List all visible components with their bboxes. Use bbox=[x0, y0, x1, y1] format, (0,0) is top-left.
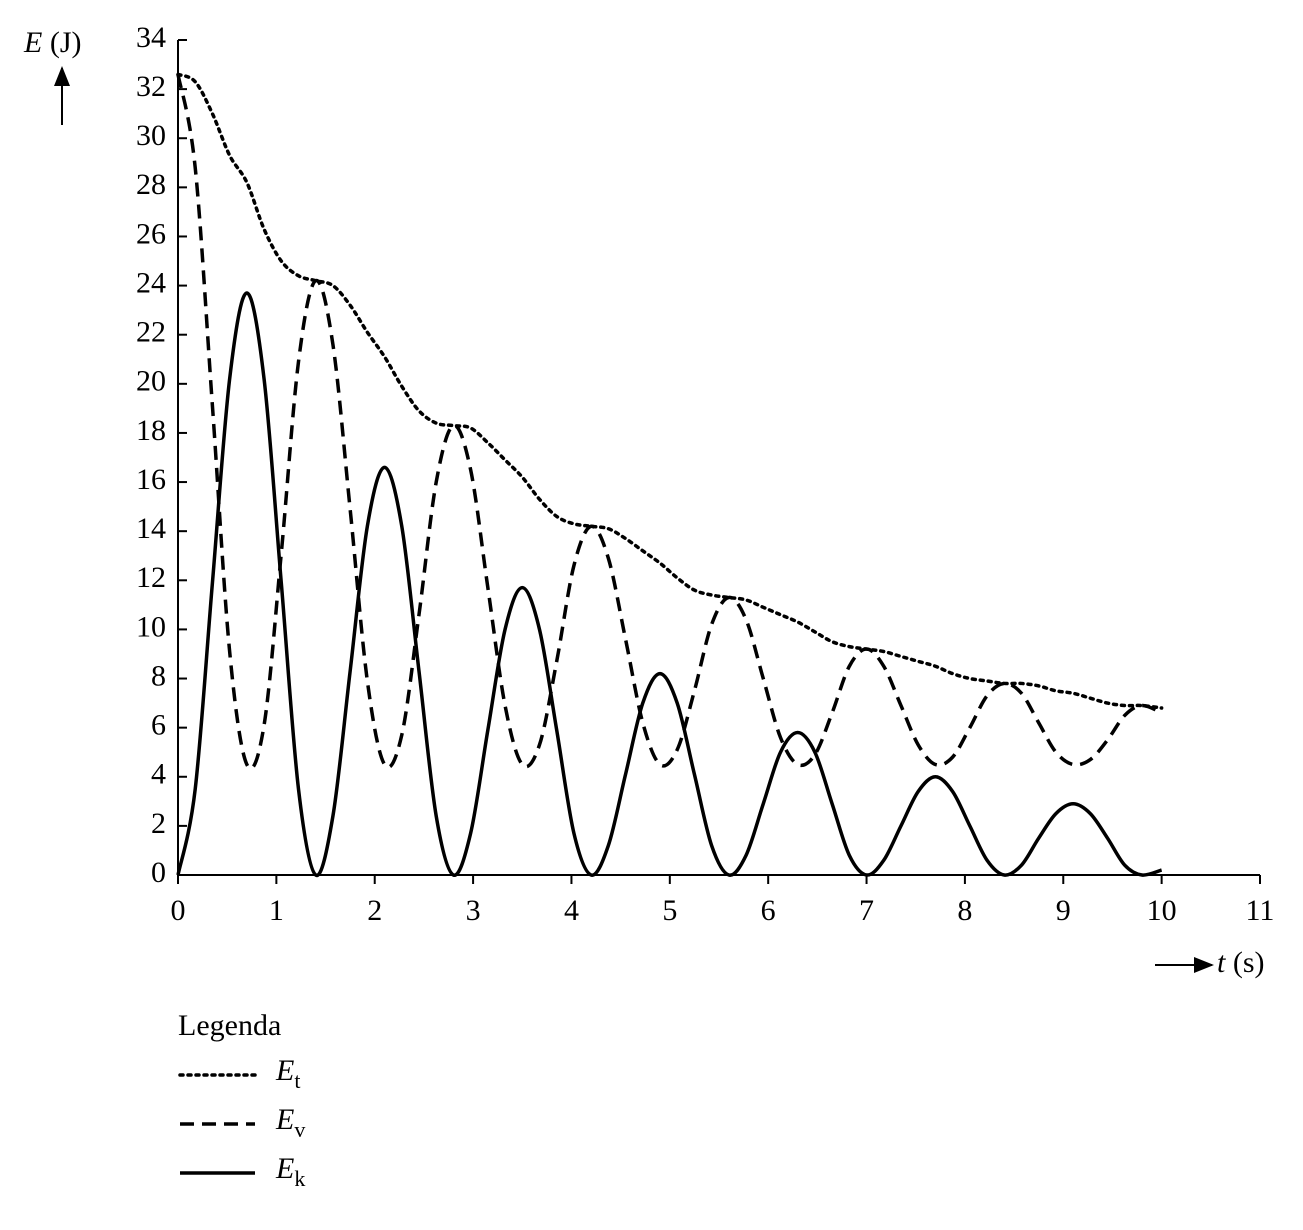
x-tick-label: 1 bbox=[269, 894, 284, 927]
y-tick-label: 32 bbox=[136, 70, 166, 103]
legend-label: Ev bbox=[275, 1103, 305, 1142]
y-tick-label: 28 bbox=[136, 168, 166, 201]
y-tick-label: 2 bbox=[151, 807, 166, 840]
y-tick-label: 14 bbox=[136, 512, 166, 545]
y-tick-label: 0 bbox=[151, 856, 166, 889]
x-tick-label: 4 bbox=[564, 894, 579, 927]
series-line bbox=[176, 74, 1163, 771]
y-tick-label: 22 bbox=[136, 316, 166, 349]
x-tick-label: 2 bbox=[367, 894, 382, 927]
y-tick-label: 10 bbox=[136, 610, 166, 643]
x-axis-label: t (s) bbox=[1217, 946, 1265, 979]
x-tick-label: 7 bbox=[859, 894, 874, 927]
y-tick-label: 8 bbox=[151, 659, 166, 692]
x-tick-label: 3 bbox=[466, 894, 481, 927]
legend-label: Ek bbox=[275, 1152, 305, 1191]
y-tick-label: 26 bbox=[136, 217, 166, 250]
legend-title: Legenda bbox=[178, 1009, 281, 1042]
y-tick-label: 30 bbox=[136, 119, 166, 152]
y-tick-label: 6 bbox=[151, 709, 166, 742]
x-tick-label: 9 bbox=[1056, 894, 1071, 927]
x-tick-label: 11 bbox=[1246, 894, 1275, 927]
x-tick-label: 8 bbox=[957, 894, 972, 927]
x-tick-label: 6 bbox=[761, 894, 776, 927]
x-tick-label: 5 bbox=[662, 894, 677, 927]
y-tick-label: 4 bbox=[151, 758, 166, 791]
y-tick-label: 16 bbox=[136, 463, 166, 496]
x-tick-label: 0 bbox=[171, 894, 186, 927]
series-line bbox=[176, 72, 1164, 710]
series-line bbox=[176, 291, 1163, 878]
y-tick-label: 18 bbox=[136, 414, 166, 447]
y-axis-label: E (J) bbox=[23, 26, 81, 59]
legend-label: Et bbox=[275, 1054, 300, 1093]
y-tick-label: 34 bbox=[136, 21, 166, 54]
y-tick-label: 12 bbox=[136, 561, 166, 594]
y-tick-label: 24 bbox=[136, 266, 166, 299]
x-tick-label: 10 bbox=[1147, 894, 1177, 927]
y-tick-label: 20 bbox=[136, 365, 166, 398]
